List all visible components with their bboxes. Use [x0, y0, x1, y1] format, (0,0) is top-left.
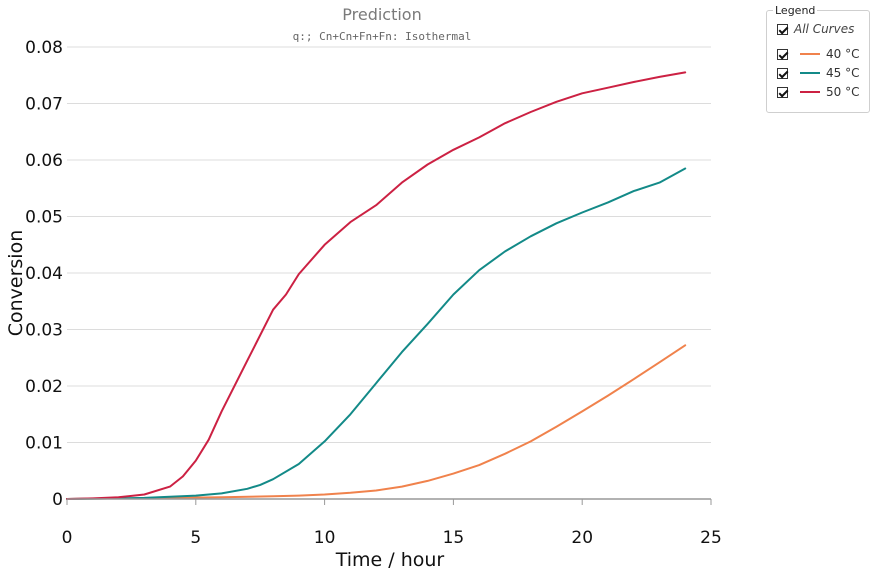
swatch-45c [800, 72, 820, 74]
series-line-1 [66, 344, 687, 500]
x-tick-label: 15 [443, 528, 465, 548]
legend-item-50c[interactable]: 50 °C [777, 84, 859, 100]
legend-title: Legend [773, 4, 818, 17]
legend-label-40c: 40 °C [826, 47, 860, 61]
series-lines [66, 71, 687, 500]
y-tick-label: 0.05 [25, 208, 63, 228]
x-tick-label: 25 [700, 528, 722, 548]
x-axis-label: Time / hour [335, 549, 445, 571]
chart-subtitle: q:; Cn+Cn+Fn+Fn: Isothermal [293, 30, 472, 43]
grid-lines [67, 46, 711, 443]
x-tick-label: 0 [62, 528, 73, 548]
checkbox-45c[interactable] [777, 67, 788, 79]
legend-all-label: All Curves [794, 22, 855, 36]
swatch-40c [800, 53, 820, 55]
y-tick-label: 0 [52, 490, 63, 510]
series-line-2 [66, 167, 687, 500]
series-line-3 [66, 71, 687, 500]
checkbox-50c[interactable] [777, 86, 788, 98]
y-tick-label: 0.02 [25, 377, 63, 397]
y-tick-label: 0.01 [25, 434, 63, 454]
y-axis-label: Conversion [5, 230, 27, 337]
y-tick-label: 0.06 [25, 151, 63, 171]
swatch-50c [800, 91, 820, 93]
legend-item-45c[interactable]: 45 °C [777, 65, 859, 81]
legend-label-50c: 50 °C [826, 85, 860, 99]
x-ticks: 0 5 10 15 20 25 [62, 499, 722, 548]
y-ticks: 0 0.01 0.02 0.03 0.04 0.05 0.06 0.07 0.08 [25, 38, 63, 510]
legend-box: Legend All Curves 40 °C 45 °C 50 °C [766, 4, 870, 113]
x-tick-label: 20 [571, 528, 593, 548]
y-tick-label: 0.03 [25, 321, 63, 341]
x-tick-label: 5 [190, 528, 201, 548]
legend-label-45c: 45 °C [826, 66, 860, 80]
checkbox-all-curves[interactable] [777, 23, 788, 35]
line-chart: 0 5 10 15 20 25 0 0.01 0.02 0.03 0.04 0.05 0.06 0.07… [5, 5, 722, 571]
x-tick-label: 10 [314, 528, 336, 548]
checkbox-40c[interactable] [777, 48, 788, 60]
y-tick-label: 0.07 [25, 95, 63, 115]
y-tick-label: 0.08 [25, 38, 63, 58]
legend-item-40c[interactable]: 40 °C [777, 46, 859, 62]
y-tick-label: 0.04 [25, 264, 63, 284]
chart-title: Prediction [342, 5, 421, 24]
legend-item-all-curves[interactable]: All Curves [777, 21, 854, 37]
